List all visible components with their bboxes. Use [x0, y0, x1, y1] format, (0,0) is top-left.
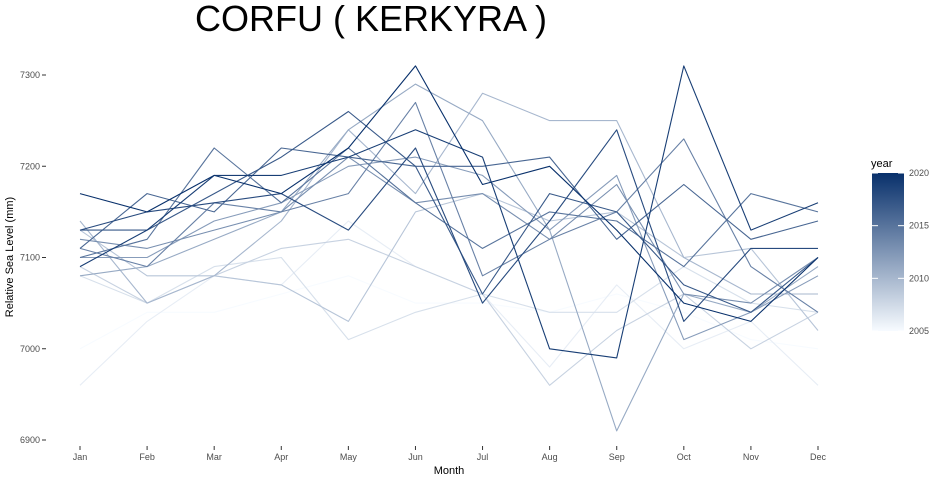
legend-tick-label: 2015 [909, 221, 929, 231]
chart-title: CORFU ( KERKYRA ) [195, 0, 547, 39]
x-tick-label: May [340, 452, 358, 462]
y-axis: 6900 7000 7100 7200 7300 [20, 70, 46, 445]
y-tick-label: 7200 [20, 161, 40, 171]
series-line-2013 [79, 156, 819, 304]
x-tick-label: Feb [139, 452, 155, 462]
x-tick-label: Jan [73, 452, 88, 462]
series-line-2020 [79, 65, 819, 322]
x-tick-label: Dec [810, 452, 827, 462]
y-tick-label: 6900 [20, 435, 40, 445]
x-tick-label: Nov [743, 452, 760, 462]
x-tick-label: Oct [677, 452, 692, 462]
series-line-2011 [79, 83, 819, 432]
x-tick-label: Apr [274, 452, 288, 462]
x-tick-label: Aug [542, 452, 558, 462]
series-line-2018 [79, 129, 818, 322]
series-line-2014 [79, 101, 819, 313]
series-line-2009 [79, 193, 819, 331]
x-tick-label: Jul [477, 452, 489, 462]
y-tick-label: 7300 [20, 70, 40, 80]
legend-colorbar [872, 173, 904, 331]
y-tick-label: 7000 [20, 344, 40, 354]
x-axis-title: Month [434, 465, 465, 477]
x-tick-label: Mar [206, 452, 222, 462]
y-tick-label: 7100 [20, 253, 40, 263]
y-axis-title: Relative Sea Level (mm) [4, 197, 16, 317]
legend-ticks: 2005 2010 2015 2020 [872, 168, 929, 336]
legend-title: year [871, 158, 893, 170]
legend-tick-label: 2020 [909, 168, 929, 178]
legend: year 2005 2010 2015 2020 [871, 158, 929, 336]
legend-tick-label: 2005 [909, 326, 929, 336]
x-tick-label: Jun [408, 452, 423, 462]
legend-tick-label: 2010 [909, 273, 929, 283]
series-line-2019 [79, 65, 819, 359]
series-line-2005 [79, 275, 819, 350]
series-lines [79, 65, 819, 432]
series-line-2017 [80, 110, 819, 313]
x-axis: Jan Feb Mar Apr May Jun Jul Aug Sep Oct Nov Dec [73, 446, 827, 462]
x-tick-label: Sep [609, 452, 625, 462]
series-line-2016 [79, 147, 819, 249]
series-line-2007 [79, 256, 819, 341]
